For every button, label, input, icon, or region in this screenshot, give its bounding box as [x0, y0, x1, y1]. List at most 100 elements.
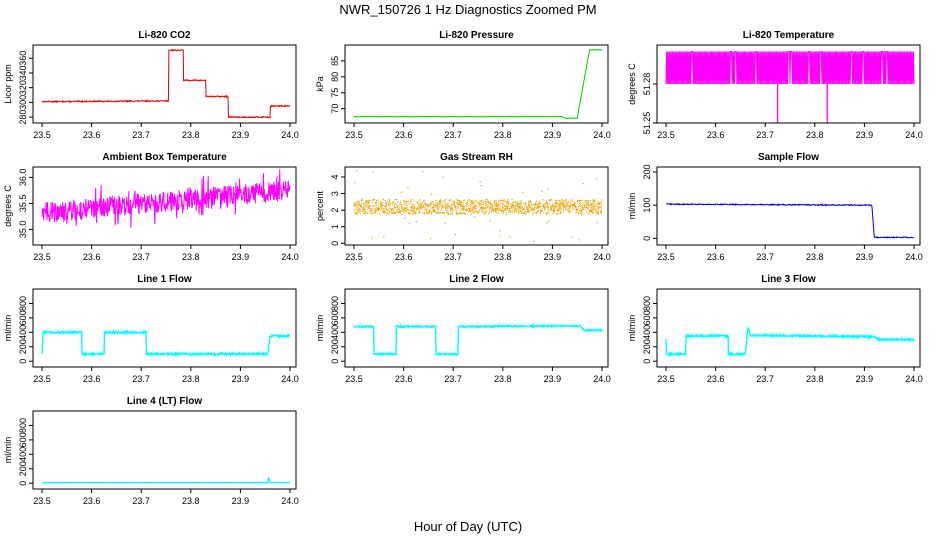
y-tick-label: 36.0	[18, 169, 28, 187]
data-point	[355, 204, 358, 206]
data-point	[409, 222, 411, 224]
plot-frame	[656, 166, 921, 246]
data-point	[501, 199, 503, 201]
data-point	[418, 212, 420, 214]
data-point	[475, 205, 477, 207]
y-tick-label: 200	[330, 339, 340, 354]
data-point	[538, 206, 540, 208]
data-point	[474, 205, 476, 207]
data-point	[392, 203, 394, 205]
data-point	[465, 213, 467, 215]
data-point	[419, 205, 421, 207]
data-point	[431, 193, 433, 195]
data-point	[375, 201, 377, 203]
data-point	[369, 205, 371, 207]
x-tick-label: 23.5	[657, 252, 675, 262]
data-point	[491, 208, 493, 210]
data-point	[476, 210, 478, 212]
data-point	[553, 206, 556, 208]
data-point	[425, 209, 427, 211]
data-point	[445, 209, 448, 212]
data-point	[364, 212, 366, 214]
data-point	[599, 206, 601, 208]
plot-frame	[32, 410, 297, 490]
data-point	[376, 212, 378, 214]
data-point	[443, 206, 445, 208]
x-tick-label: 23.7	[756, 252, 774, 262]
x-tick-label: 23.7	[132, 496, 150, 506]
data-point	[422, 171, 424, 173]
data-point	[466, 201, 468, 203]
data-point	[373, 199, 376, 201]
y-tick-label: 400	[18, 325, 28, 340]
data-point	[388, 204, 390, 206]
data-point	[363, 207, 365, 209]
x-tick-label: 23.6	[83, 252, 101, 262]
data-point	[590, 203, 592, 205]
data-point	[483, 202, 485, 204]
data-point	[386, 212, 388, 215]
panel-title: Li-820 Pressure	[439, 30, 514, 41]
x-tick-label: 23.8	[806, 252, 824, 262]
data-point	[470, 213, 472, 215]
data-point	[395, 199, 398, 201]
data-point	[584, 206, 586, 208]
data-point	[439, 202, 441, 204]
data-point	[356, 170, 358, 172]
data-point	[443, 212, 445, 214]
data-point	[539, 202, 541, 204]
data-point	[531, 204, 533, 206]
data-point	[472, 201, 474, 203]
x-tick-label: 24.0	[281, 130, 299, 140]
data-point	[477, 212, 479, 214]
data-point	[413, 211, 415, 213]
x-tick-label: 23.9	[856, 130, 874, 140]
data-point	[507, 199, 510, 201]
data-point	[564, 199, 567, 201]
data-point	[434, 209, 436, 211]
data-point	[406, 211, 408, 213]
data-point	[529, 206, 531, 208]
chart-panel: Line 1 Flow ml/min 23.5 23.6 23.7 23.8 23.9 24.…	[3, 274, 299, 384]
data-point	[444, 222, 446, 224]
data-point	[532, 213, 534, 215]
data-point	[435, 199, 437, 201]
y-tick-label: 85	[330, 56, 340, 66]
data-point	[522, 208, 524, 210]
data-point	[473, 206, 475, 208]
data-point	[409, 209, 411, 211]
x-tick-label: 24.0	[593, 130, 611, 140]
data-point	[357, 201, 359, 203]
y-tick-label: 51.28	[642, 73, 652, 96]
data-point	[506, 202, 508, 204]
y-tick-label: 600	[330, 310, 340, 325]
series-line	[41, 476, 290, 484]
data-point	[356, 201, 358, 203]
data-point	[572, 204, 574, 206]
plot-frame	[656, 288, 921, 368]
data-point	[431, 200, 433, 203]
data-point	[421, 206, 423, 208]
data-point	[378, 208, 380, 210]
data-point	[584, 208, 586, 210]
data-layer	[41, 48, 291, 120]
data-point	[535, 201, 538, 203]
data-point	[514, 201, 516, 203]
data-point	[401, 210, 403, 212]
data-point	[371, 201, 373, 203]
data-point	[511, 198, 513, 200]
data-point	[585, 204, 587, 206]
data-point	[454, 234, 456, 236]
data-point	[367, 202, 369, 204]
series-line	[665, 327, 915, 358]
data-point	[405, 201, 407, 203]
data-point	[372, 171, 375, 173]
data-point	[600, 211, 602, 213]
data-point	[580, 199, 582, 201]
data-point	[430, 203, 432, 205]
data-point	[445, 207, 447, 209]
data-point	[468, 199, 470, 201]
data-point	[391, 208, 393, 210]
data-point	[456, 199, 458, 201]
data-point	[453, 200, 455, 202]
